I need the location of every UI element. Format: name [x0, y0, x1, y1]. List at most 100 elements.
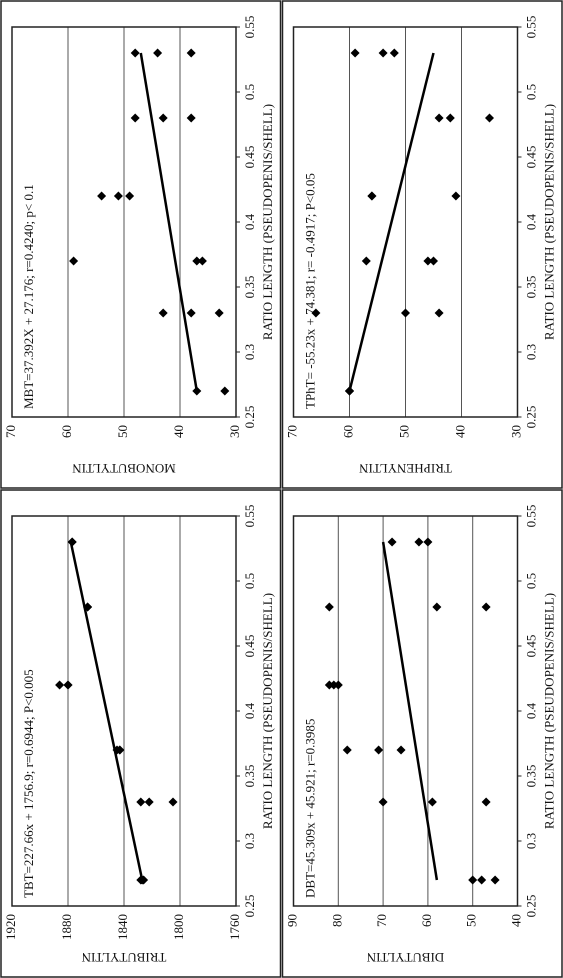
panel-border: [0, 489, 282, 978]
x-tick-label: 0.25: [523, 895, 538, 918]
x-tick-label: 0.25: [242, 406, 257, 429]
marker: [429, 256, 438, 266]
plot-frame: [292, 515, 519, 907]
y-tick-label: 60: [340, 425, 355, 438]
x-tick-label: 0.45: [242, 146, 257, 169]
marker: [186, 113, 196, 123]
marker: [168, 797, 178, 807]
marker: [414, 537, 424, 547]
plot-frame: [11, 26, 237, 418]
x-tick-label: 0.35: [523, 765, 538, 788]
marker: [434, 113, 444, 123]
panel: 1760 1800 1840 1880 1920 0.25 0.3 0.35 0.4 0.45 0.…: [0, 489, 282, 978]
y-tick-label: 1840: [115, 914, 130, 940]
x-tick-label: 0.3: [523, 833, 538, 849]
marker: [423, 256, 433, 266]
x-tick-label: 0.25: [242, 895, 257, 918]
x-tick-label: 0.55: [242, 16, 257, 39]
y-tick-label: 50: [464, 914, 479, 927]
x-tick-label: 0.45: [523, 635, 538, 658]
marker: [220, 386, 230, 396]
x-tick-label: 0.55: [523, 505, 538, 528]
x-axis-title: RATIO LENGTH (PSEUDOPENIS/SHELL): [260, 593, 275, 829]
y-tick-label: 30: [508, 425, 523, 438]
y-tick-label: 60: [419, 914, 434, 927]
panel: 30 40 50 60 70 0.25 0.3 0.35 0.4 0.45 0.5 0.55 RATIO…: [281, 0, 563, 489]
x-tick-label: 0.5: [523, 573, 538, 589]
equation: TPhT= -55.23x + 74.381; r= -0.4917; P<0.…: [302, 173, 317, 409]
y-tick-label: 30: [227, 425, 242, 438]
y-axis-title: TRIPHENYLTIN: [359, 461, 452, 476]
marker: [153, 48, 163, 58]
trendline: [139, 52, 199, 392]
y-axis-title: TRIBUTYLTIN: [81, 950, 166, 965]
marker: [186, 48, 196, 58]
marker: [55, 680, 65, 690]
y-axis-title: DIBUTYLTIN: [366, 950, 444, 965]
panel-border: [0, 0, 282, 489]
x-tick-label: 0.5: [242, 84, 257, 100]
marker: [130, 48, 140, 58]
x-axis-title: RATIO LENGTH (PSEUDOPENIS/SHELL): [541, 593, 556, 829]
x-tick-label: 0.4: [523, 213, 538, 230]
x-tick-label: 0.45: [523, 146, 538, 169]
y-tick-label: 1920: [3, 914, 18, 940]
x-tick-label: 0.4: [523, 702, 538, 719]
marker: [125, 191, 135, 201]
y-tick-label: 40: [452, 425, 467, 438]
panel-border: [281, 0, 563, 489]
x-axis-title: RATIO LENGTH (PSEUDOPENIS/SHELL): [541, 104, 556, 340]
y-tick-label: 40: [171, 425, 186, 438]
panel: 40 50 60 70 80 90 0.25 0.3 0.35 0.4 0.45 0.5 0.55 RAT…: [281, 489, 563, 978]
x-tick-label: 0.4: [242, 702, 257, 719]
marker: [477, 875, 487, 885]
x-axis-title: RATIO LENGTH (PSEUDOPENIS/SHELL): [260, 104, 275, 340]
y-axis-title: MONOBUTYLTIN: [72, 461, 176, 476]
x-tick-label: 0.5: [242, 573, 257, 589]
x-tick-label: 0.4: [242, 213, 257, 230]
marker: [69, 256, 79, 266]
equation: MBT=37.392X + 27.176; r=0.4240; p< 0.1: [21, 184, 36, 409]
plot-frame: [292, 26, 519, 418]
y-tick-label: 50: [115, 425, 130, 438]
marker: [434, 308, 444, 318]
plot-frame: [11, 515, 237, 907]
marker: [427, 797, 437, 807]
marker: [192, 256, 202, 266]
equation: DBT=45.309x + 45.921; r=0.3985: [302, 719, 317, 898]
marker: [67, 537, 77, 547]
x-tick-label: 0.35: [242, 276, 257, 299]
marker: [387, 537, 397, 547]
x-tick-label: 0.55: [523, 16, 538, 39]
marker: [186, 308, 196, 318]
marker: [130, 113, 140, 123]
y-tick-label: 1880: [59, 914, 74, 940]
marker: [144, 797, 154, 807]
x-tick-label: 0.35: [242, 765, 257, 788]
y-tick-label: 1760: [227, 914, 242, 940]
marker: [158, 308, 168, 318]
trendline: [381, 541, 439, 881]
equation: TBT=227.66x + 1756.9; r=0.6944; P<0.005: [21, 669, 36, 898]
x-tick-label: 0.5: [523, 84, 538, 100]
y-tick-label: 50: [396, 425, 411, 438]
panel-border: [281, 489, 563, 978]
y-tick-label: 80: [329, 914, 344, 927]
trendline: [348, 52, 435, 392]
panel: 30 40 50 60 70 0.25 0.3 0.35 0.4 0.45 0.5 0.55 RATIO…: [0, 0, 282, 489]
marker: [451, 191, 461, 201]
marker: [158, 113, 168, 123]
marker: [197, 256, 207, 266]
x-tick-label: 0.3: [242, 344, 257, 360]
marker: [97, 191, 107, 201]
y-tick-label: 70: [284, 425, 299, 438]
trendline: [69, 541, 144, 881]
marker: [423, 537, 433, 547]
marker: [485, 113, 494, 123]
y-tick-label: 90: [284, 914, 299, 927]
x-tick-label: 0.55: [242, 505, 257, 528]
x-tick-label: 0.3: [242, 833, 257, 849]
x-tick-label: 0.25: [523, 406, 538, 429]
